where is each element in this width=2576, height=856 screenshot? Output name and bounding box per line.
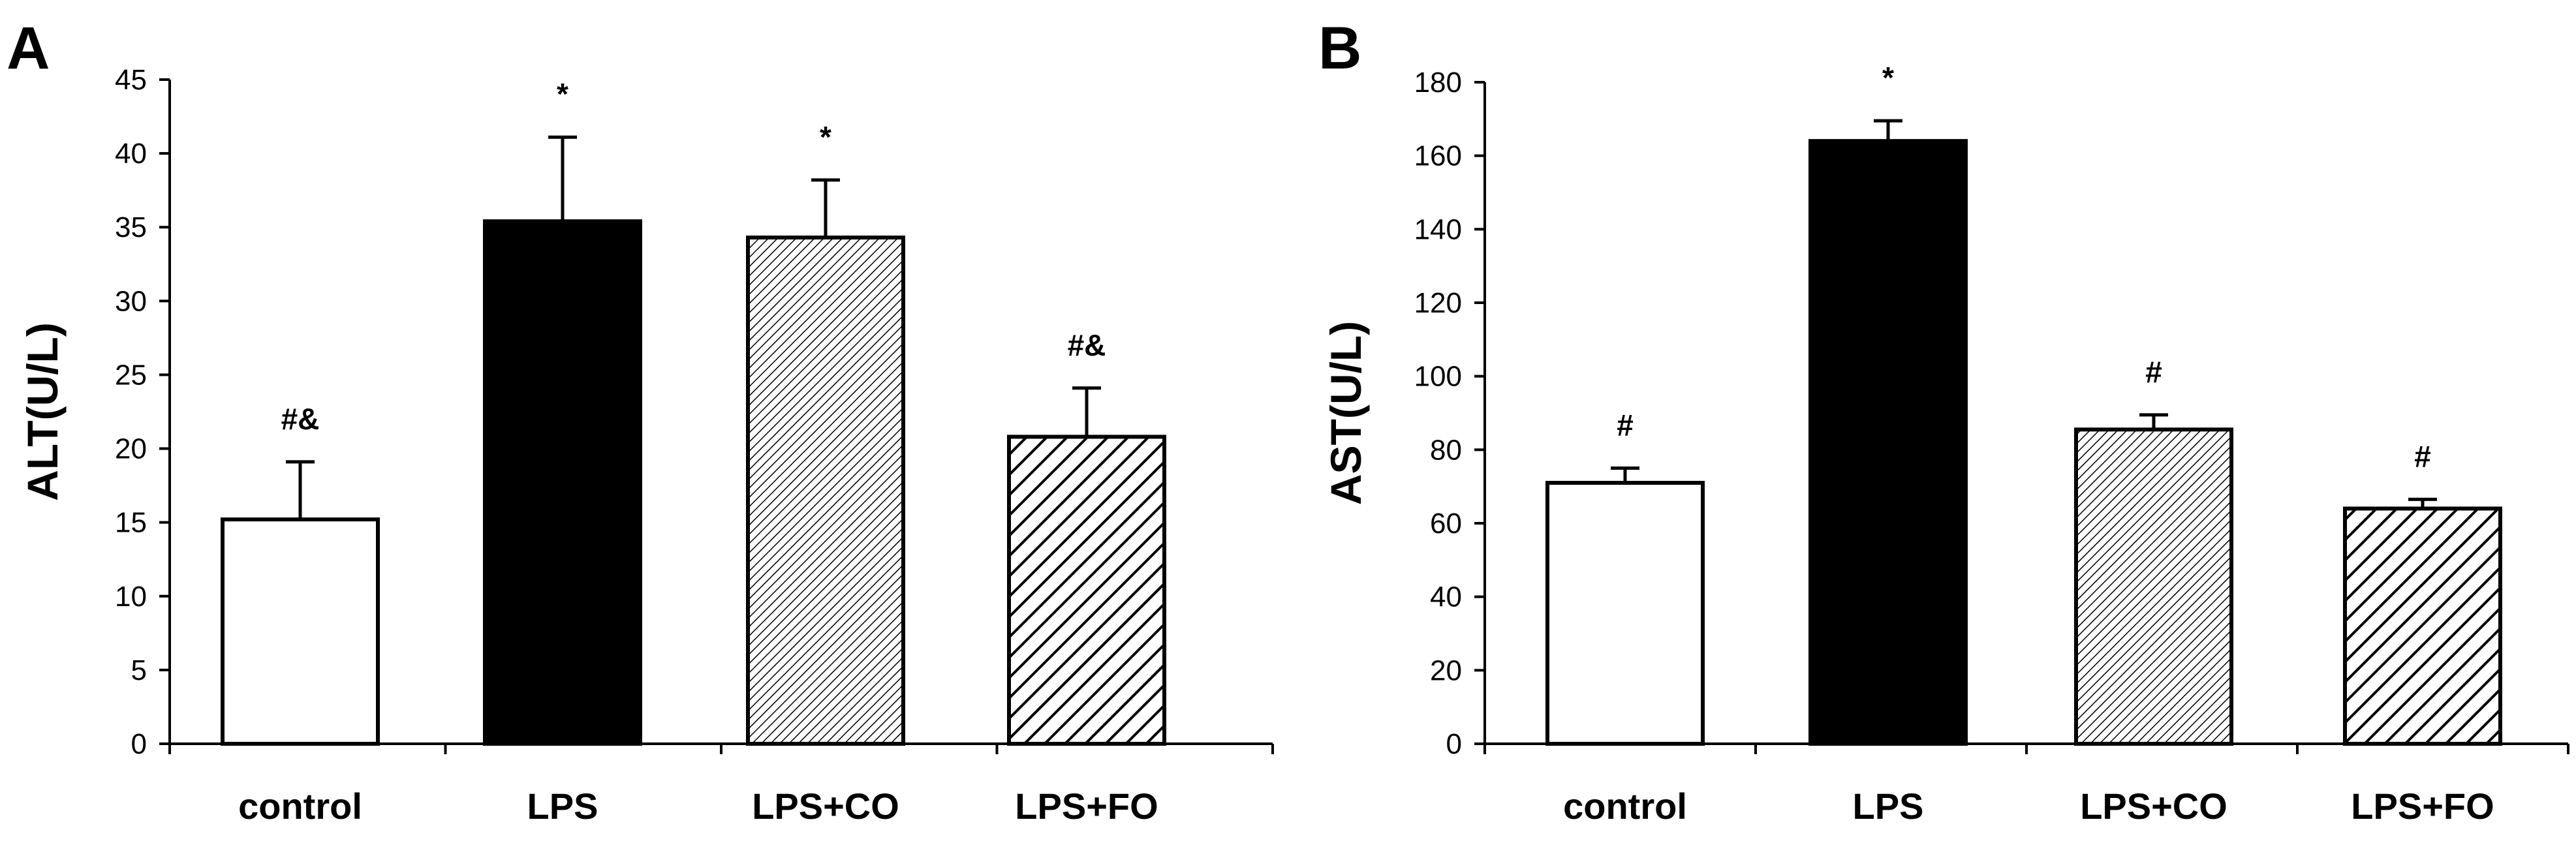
significance-label: # [2145, 355, 2162, 389]
x-category-label: LPS [1853, 786, 1924, 827]
significance-label: #& [1068, 328, 1106, 362]
y-tick-label: 5 [131, 654, 147, 686]
panel-b: B AST(U/L) 0 20 40 60 80 100 120 140 160 180 # contro… [1318, 15, 2569, 827]
y-axis-title: ALT(U/L) [18, 322, 67, 501]
bar-lps-plus-fo [1007, 435, 1166, 746]
y-tick-label: 40 [1430, 581, 1462, 613]
y-tick-label: 40 [115, 138, 147, 170]
significance-label: #& [281, 402, 320, 436]
x-category-label: control [1563, 786, 1687, 827]
y-tick-label: 25 [115, 359, 147, 391]
y-tick-label: 60 [1430, 508, 1462, 540]
y-tick-label: 35 [115, 211, 147, 243]
significance-label: * [820, 120, 831, 154]
y-tick-label: 100 [1414, 361, 1462, 393]
y-tick-label: 45 [115, 64, 147, 96]
significance-label: * [1882, 61, 1894, 95]
x-category-label: LPS [527, 786, 598, 827]
y-axis-title: AST(U/L) [1322, 321, 1370, 505]
bar-lps-plus-co [2074, 427, 2233, 746]
significance-label: # [2414, 439, 2431, 473]
y-tick-label: 20 [115, 433, 147, 465]
y-tick-label: 140 [1414, 213, 1462, 245]
x-category-label: LPS+FO [2351, 786, 2494, 827]
x-category-label: control [238, 786, 362, 827]
panel-letter: A [7, 15, 50, 82]
y-tick-label: 160 [1414, 140, 1462, 172]
significance-label: # [1617, 408, 1634, 442]
bar-lps-plus-co [746, 236, 905, 746]
y-tick-label: 30 [115, 285, 147, 317]
panel-a: A ALT(U/L) 0 5 10 15 20 25 30 35 40 45 #& control * LPS… [7, 15, 1274, 827]
x-category-label: LPS+CO [2080, 786, 2227, 827]
bar-lps [1808, 139, 1968, 746]
y-tick-label: 0 [1446, 728, 1462, 760]
significance-label: * [557, 77, 568, 111]
bar-lps-plus-fo [2343, 506, 2502, 746]
y-tick-label: 10 [115, 581, 147, 613]
y-tick-label: 0 [131, 728, 147, 760]
y-tick-label: 180 [1414, 67, 1462, 99]
x-category-label: LPS+CO [752, 786, 899, 827]
y-tick-label: 15 [115, 507, 147, 539]
x-category-label: LPS+FO [1015, 786, 1158, 827]
panel-letter: B [1318, 15, 1361, 82]
y-tick-label: 120 [1414, 287, 1462, 319]
bar-lps [483, 219, 642, 746]
bar-control [221, 517, 380, 746]
y-tick-label: 80 [1430, 434, 1462, 466]
bar-control [1545, 481, 1705, 746]
y-tick-label: 20 [1430, 654, 1462, 686]
